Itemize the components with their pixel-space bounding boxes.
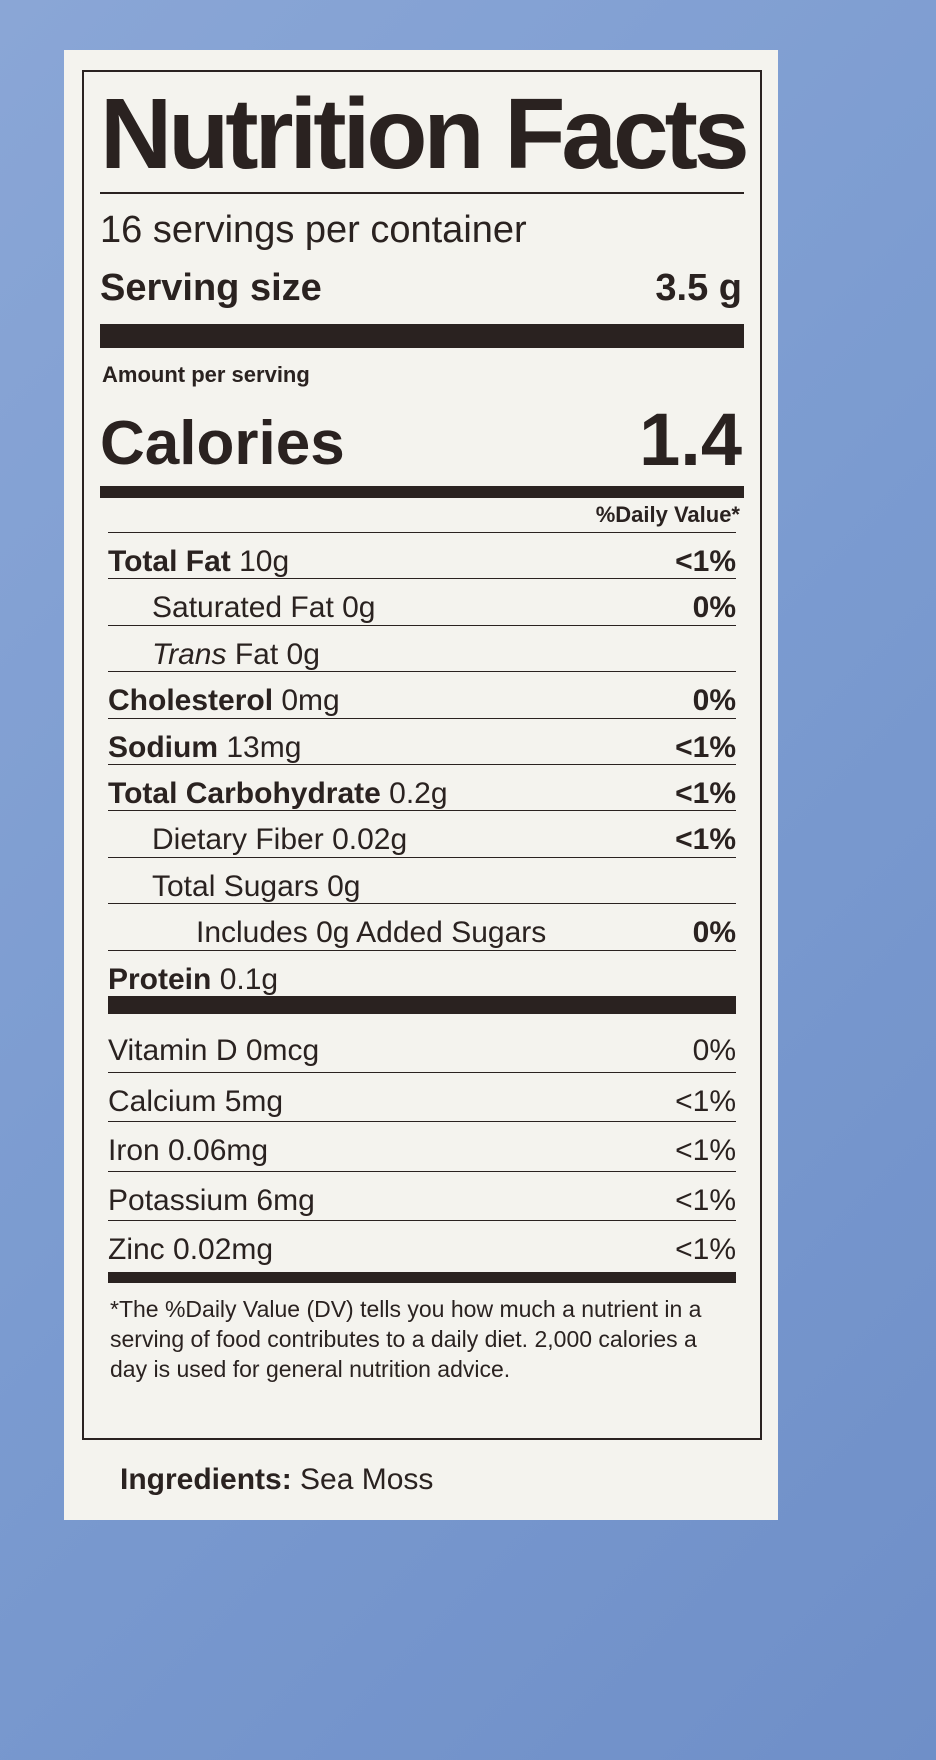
nutrient-row: Includes 0g Added Sugars 0% xyxy=(108,903,736,950)
ingredients-value: Sea Moss xyxy=(300,1463,434,1496)
nutrient-amount: 0.1g xyxy=(219,962,279,996)
nutrient-amount: 10g xyxy=(239,545,290,578)
nutrient-name-amount: Total Sugars 0g xyxy=(108,870,360,904)
vitamin-name-amount: Vitamin D 0mcg xyxy=(108,1034,320,1067)
vitamin-row: Vitamin D 0mcg 0% xyxy=(108,1022,736,1068)
footnote: *The %Daily Value (DV) tells you how muc… xyxy=(110,1296,702,1382)
nutrient-row: Total Sugars 0g xyxy=(108,856,736,904)
servings-per-container: 16 servings per container xyxy=(100,209,527,251)
vitamin-row: Zinc 0.02mg <1% xyxy=(108,1220,736,1267)
nutrient-name-amount: Sodium 13mg xyxy=(108,731,301,765)
calories-value: 1.4 xyxy=(639,398,742,481)
nutrient-name: Cholesterol xyxy=(108,684,274,718)
nutrient-daily-value: <1% xyxy=(675,823,736,857)
nutrient-name: Protein xyxy=(108,962,212,996)
nutrient-name: Total Carbohydrate xyxy=(108,777,381,810)
nutrient-name: Saturated Fat xyxy=(152,591,334,625)
nutrient-row: Dietary Fiber 0.02g <1% xyxy=(108,810,736,857)
vitamin-daily-value: <1% xyxy=(675,1134,736,1167)
amount-per-serving: Amount per serving xyxy=(102,362,310,387)
nutrient-amount: 0g xyxy=(342,591,376,625)
nutrient-row: Saturated Fat 0g 0% xyxy=(108,578,736,625)
nutrient-daily-value: 0% xyxy=(692,684,736,718)
vitamin-name-amount: Zinc 0.02mg xyxy=(108,1233,274,1266)
nutrient-row: Total Fat 10g <1% xyxy=(108,532,736,579)
nutrient-daily-value: <1% xyxy=(675,777,736,810)
vitamin-row: Calcium 5mg <1% xyxy=(108,1071,736,1119)
nutrient-row: Trans Fat 0g xyxy=(108,624,736,672)
nutrient-daily-value: <1% xyxy=(675,730,736,764)
nutrient-name-amount: Protein 0.1g xyxy=(108,963,278,997)
calories-label: Calories xyxy=(100,409,345,478)
nutrient-amount: 13mg xyxy=(226,730,302,764)
thick-divider xyxy=(100,324,744,348)
nutrient-amount: 0g xyxy=(286,637,320,671)
nutrient-name: Total Fat xyxy=(108,545,231,578)
nutrient-name-amount: Dietary Fiber 0.02g xyxy=(108,823,407,857)
divider xyxy=(100,192,744,194)
vitamin-daily-value: <1% xyxy=(675,1233,736,1266)
nutrient-name-amount: Total Fat 10g xyxy=(108,545,289,579)
nutrient-name: Dietary Fiber xyxy=(152,823,324,857)
nutrient-amount: 0g xyxy=(327,869,361,903)
vitamin-daily-value: 0% xyxy=(692,1034,736,1067)
panel-title: Nutrition Facts xyxy=(100,78,750,190)
nutrient-amount: 0.2g xyxy=(389,777,448,810)
nutrient-daily-value: <1% xyxy=(675,545,736,578)
medium-divider xyxy=(108,1272,736,1283)
nutrient-daily-value: 0% xyxy=(692,591,736,625)
nutrient-row: Total Carbohydrate 0.2g <1% xyxy=(108,764,736,811)
thick-divider xyxy=(108,996,736,1014)
medium-divider xyxy=(100,486,744,498)
serving-size-label: Serving size xyxy=(100,267,322,309)
nutrient-amount: 0.02g xyxy=(332,823,408,857)
nutrition-label: Nutrition Facts 16 servings per containe… xyxy=(64,50,778,1520)
nutrient-row: Sodium 13mg <1% xyxy=(108,717,736,765)
nutrient-name: Sodium xyxy=(108,730,218,764)
nutrient-name-amount: Trans Fat 0g xyxy=(108,638,320,672)
nutrient-name-amount: Saturated Fat 0g xyxy=(108,591,376,625)
daily-value-header: %Daily Value* xyxy=(595,502,740,527)
nutrient-row: Cholesterol 0mg 0% xyxy=(108,671,736,718)
ingredients: Ingredients: Sea Moss xyxy=(120,1462,433,1498)
vitamin-name-amount: Iron 0.06mg xyxy=(108,1134,269,1167)
ingredients-label: Ingredients: xyxy=(120,1463,292,1496)
nutrient-name: Total Sugars xyxy=(152,869,319,903)
nutrient-amount: 0mg xyxy=(281,684,340,718)
nutrient-name-amount: Cholesterol 0mg xyxy=(108,684,340,718)
nutrient-daily-value: 0% xyxy=(692,916,736,950)
nutrient-name-suffix: Fat xyxy=(234,637,279,671)
nutrient-name: Trans xyxy=(152,637,227,671)
serving-size-value: 3.5 g xyxy=(655,267,742,309)
nutrient-name-amount: Total Carbohydrate 0.2g xyxy=(108,777,448,811)
vitamin-row: Iron 0.06mg <1% xyxy=(108,1121,736,1168)
vitamin-row: Potassium 6mg <1% xyxy=(108,1170,736,1218)
vitamin-daily-value: <1% xyxy=(675,1183,736,1217)
nutrient-name: Includes 0g Added Sugars xyxy=(196,916,547,950)
nutrient-name-amount: Includes 0g Added Sugars xyxy=(108,916,546,950)
vitamin-name-amount: Calcium 5mg xyxy=(108,1084,284,1118)
vitamin-daily-value: <1% xyxy=(675,1084,736,1118)
vitamin-name-amount: Potassium 6mg xyxy=(108,1183,315,1217)
nutrition-facts-panel: Nutrition Facts 16 servings per containe… xyxy=(82,70,762,1440)
nutrient-row: Protein 0.1g xyxy=(108,949,736,997)
